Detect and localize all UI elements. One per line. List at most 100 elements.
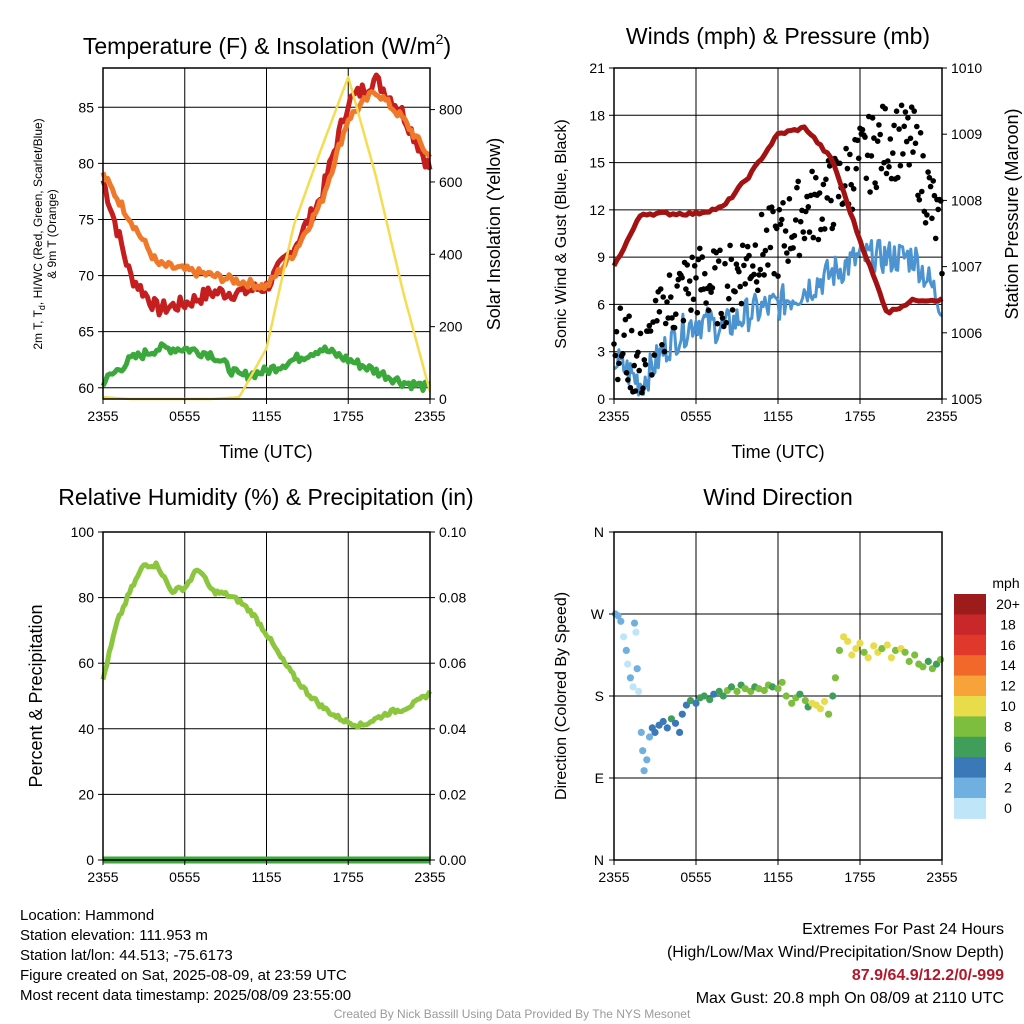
direction-point [848, 651, 856, 659]
left-tick-label: 80 [78, 155, 94, 171]
gust-point [794, 184, 800, 191]
direction-tick-label: N [594, 852, 604, 868]
right-tick-label: 0.06 [439, 655, 466, 671]
x-tick-label: 2355 [414, 408, 445, 424]
direction-point [630, 619, 639, 627]
direction-point [883, 641, 891, 649]
gust-point [637, 330, 644, 337]
direction-point [768, 683, 777, 691]
direction-point [891, 646, 900, 655]
colorbar-label: 14 [1000, 657, 1016, 673]
x-tick-label: 2355 [87, 408, 118, 424]
gust-point [722, 260, 728, 267]
direction-point [617, 617, 625, 625]
gust-point [756, 272, 762, 278]
gust-point [693, 275, 699, 281]
speed-colorbar: 20+ 18 16 14 12 10 8 6 4 2 0 [954, 594, 1020, 819]
colorbar-label: 4 [1004, 759, 1012, 775]
right-tick-label: 0.02 [439, 786, 466, 802]
x-tick-label: 0555 [169, 408, 200, 424]
gust-point [821, 226, 828, 232]
gust-point [877, 131, 883, 138]
x-tick-label: 0555 [680, 408, 711, 424]
gust-point [878, 165, 885, 172]
gust-point [694, 309, 701, 316]
direction-panel: Wind Direction 2355 0555 1155 1755 2355NESWN… [553, 484, 1020, 885]
gust-point [712, 265, 718, 271]
direction-point [620, 633, 628, 641]
gust-point [702, 270, 708, 277]
direction-point [639, 747, 647, 755]
gust-point [830, 221, 837, 228]
gust-point [729, 307, 736, 313]
gust-point [685, 290, 692, 297]
colorbar-label: 10 [1000, 698, 1016, 714]
gust-point [843, 145, 849, 152]
gust-point [874, 138, 881, 144]
gust-point [922, 220, 929, 226]
right-tick-label: 200 [439, 319, 463, 335]
left-tick-label: 60 [78, 380, 94, 396]
gust-point [897, 162, 904, 169]
gust-point [690, 296, 697, 303]
gust-point [674, 283, 680, 289]
gust-point [746, 252, 752, 259]
gust-point [915, 192, 921, 199]
x-tick-label: 2355 [926, 408, 957, 424]
gust-point [873, 184, 880, 191]
gust-point [640, 385, 646, 392]
left-tick-label: 100 [71, 524, 95, 540]
gust-point [791, 232, 798, 239]
gust-point [617, 305, 624, 312]
gust-point [795, 178, 801, 185]
direction-point [719, 692, 727, 700]
right-tick-label: 400 [439, 246, 463, 262]
colorbar-cell [954, 798, 986, 819]
gust-point [927, 183, 934, 190]
gust-point [757, 266, 764, 273]
colorbar-title: mph [992, 575, 1019, 591]
gust-point [916, 197, 923, 203]
direction-point [727, 683, 736, 691]
gust-point [770, 208, 776, 215]
gust-point [654, 318, 660, 324]
gust-point [741, 262, 747, 269]
gust-point [929, 215, 935, 222]
station-latlon: Station lat/lon: 44.513; -75.6173 [20, 947, 233, 964]
direction-tick-label: W [591, 606, 605, 622]
gust-point [646, 322, 653, 329]
gust-point [907, 135, 914, 142]
direction-point [878, 645, 886, 653]
direction-point [686, 697, 695, 705]
direction-tick-label: N [594, 524, 604, 540]
gust-point [837, 160, 843, 167]
gust-point [910, 149, 916, 155]
gust-point [826, 163, 833, 169]
direction-point [632, 628, 640, 636]
humidity-grid [103, 532, 430, 860]
humidity-panel: Relative Humidity (%) & Precipitation (i… [26, 484, 474, 885]
gust-point [697, 245, 703, 252]
gust-point [868, 153, 875, 159]
gust-point [900, 151, 906, 157]
right-tick-label: 0.04 [439, 721, 466, 737]
x-tick-label: 0555 [680, 869, 711, 885]
direction-point [816, 705, 825, 713]
direction-point [856, 639, 864, 647]
direction-point [626, 674, 635, 682]
gust-point [613, 328, 620, 335]
max-gust: Max Gust: 20.8 mph On 08/09 at 2110 UTC [695, 990, 1004, 1007]
colorbar-label: 6 [1004, 739, 1012, 755]
colorbar-cell [954, 655, 986, 677]
gust-point [882, 105, 888, 112]
gust-point [635, 349, 641, 356]
left-tick-label: 15 [589, 155, 605, 171]
direction-grid [614, 532, 942, 860]
left-tick-label: 85 [78, 99, 94, 115]
temperature-right-axis-label: Solar Insolation (Yellow) [484, 138, 504, 330]
gust-point [691, 263, 698, 269]
left-tick-label: 21 [589, 60, 605, 76]
right-tick-label: 600 [439, 174, 463, 190]
gust-point [765, 262, 771, 268]
direction-title: Wind Direction [703, 484, 853, 510]
